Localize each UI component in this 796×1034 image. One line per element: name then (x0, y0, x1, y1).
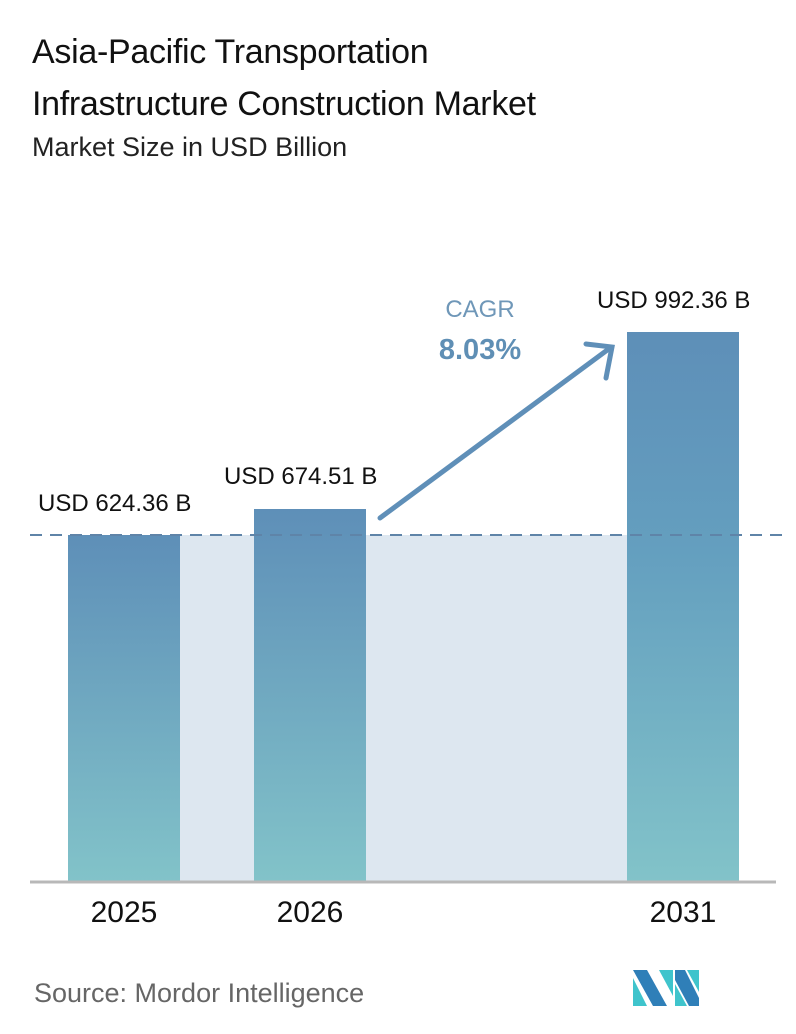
title-line-2: Infrastructure Construction Market (32, 85, 536, 123)
bar-label-2031: USD 992.36 B (597, 287, 751, 314)
title-line-1: Asia-Pacific Transportation (32, 33, 429, 71)
chart-title: Asia-Pacific Transportation Infrastructu… (32, 26, 536, 130)
mordor-intelligence-logo-icon (633, 970, 699, 1006)
source-text: Source: Mordor Intelligence (34, 978, 365, 1008)
cagr-arrow-icon (377, 341, 615, 521)
cagr-label: CAGR (445, 296, 515, 323)
bar-label-2026: USD 674.51 B (224, 463, 378, 490)
x-tick-2025: 2025 (90, 896, 158, 929)
x-tick-2031: 2031 (649, 896, 717, 929)
x-tick-2026: 2026 (276, 896, 344, 929)
chart-subtitle: Market Size in USD Billion (32, 132, 348, 162)
bar-label-2025: USD 624.36 B (38, 490, 192, 517)
bar-2031 (627, 332, 739, 882)
bar-2026 (254, 509, 366, 882)
bar-2025 (68, 535, 180, 882)
cagr-value: 8.03% (438, 334, 522, 366)
